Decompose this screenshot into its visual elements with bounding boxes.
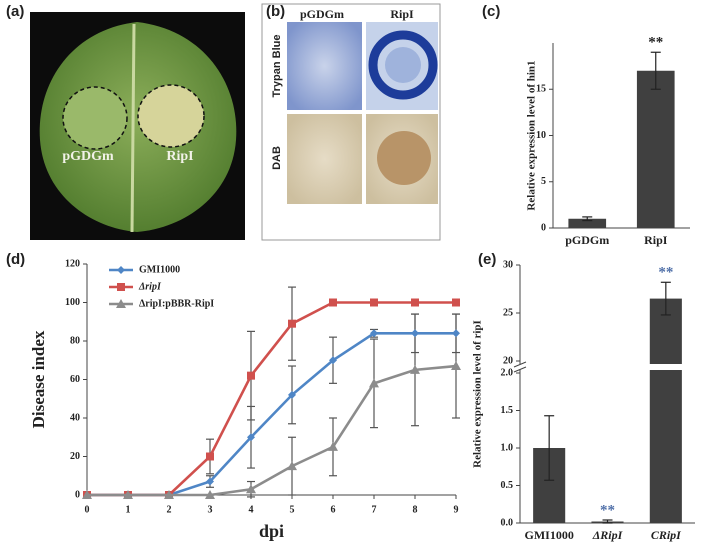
marker: [246, 484, 256, 494]
marker: [206, 477, 214, 486]
marker: [117, 283, 125, 291]
x-tick-label: 5: [290, 504, 295, 515]
x-tick-label: ΔRipI: [592, 528, 624, 542]
axis-break: [512, 364, 695, 370]
series-line: [87, 332, 456, 497]
x-tick-label: RipI: [644, 233, 668, 247]
marker: [452, 329, 460, 338]
marker: [370, 298, 378, 307]
marker: [287, 461, 297, 471]
bar: [568, 218, 607, 228]
series-line: [87, 364, 457, 497]
y-axis-label: Relative expression level of ripI: [472, 320, 484, 468]
marker: [164, 490, 174, 499]
marker: [411, 298, 419, 307]
y-tick-label: 0: [541, 222, 546, 233]
marker: [370, 329, 378, 338]
y-tick-label: 5: [541, 176, 546, 187]
x-tick-label: 3: [208, 504, 213, 515]
y-tick-label: 15: [536, 84, 546, 95]
significance: **: [600, 502, 615, 518]
x-tick-label: GMI1000: [524, 528, 573, 542]
panel-label: (d): [6, 251, 25, 268]
x-tick-label: pGDGm: [565, 233, 609, 247]
photo-label: RipI: [166, 149, 193, 164]
bar: [636, 70, 675, 228]
y-tick-label: 100: [65, 297, 80, 308]
x-tick-label: 8: [413, 504, 418, 515]
marker: [247, 433, 255, 442]
x-tick-label: 2: [167, 504, 172, 515]
y-axis-label: Disease index: [29, 330, 48, 428]
marker: [117, 266, 125, 274]
panel-label: (c): [482, 3, 500, 20]
photo-label: pGDGm: [62, 149, 114, 164]
marker: [123, 490, 133, 499]
column-label: RipI: [390, 7, 414, 21]
marker: [82, 490, 92, 499]
marker: [206, 452, 214, 461]
x-tick-label: 4: [249, 504, 254, 515]
marker: [329, 298, 337, 307]
break-mark: [513, 361, 527, 373]
significance: **: [658, 265, 673, 281]
marker: [410, 364, 420, 374]
y-tick-label: 60: [70, 374, 80, 385]
x-tick-label: 7: [372, 504, 377, 515]
y-tick-label: 0.5: [501, 480, 514, 491]
y-tick-label: 80: [70, 335, 80, 346]
legend-label: ΔripI: [138, 281, 162, 292]
y-tick-label: 120: [65, 258, 80, 269]
y-tick-label: 20: [70, 451, 80, 462]
x-tick-label: 1: [126, 504, 131, 515]
marker: [329, 356, 337, 365]
y-tick-label: 0: [75, 489, 80, 500]
marker: [247, 371, 255, 380]
x-tick-label: 6: [331, 504, 336, 515]
row-label: DAB: [271, 146, 283, 170]
legend-label: ΔripI:pBBR-RipI: [139, 298, 214, 309]
marker: [452, 298, 460, 307]
marker: [451, 361, 461, 371]
y-tick-label: 25: [503, 307, 513, 318]
x-tick-label: 0: [85, 504, 90, 515]
panel-label: (e): [478, 251, 496, 268]
y-axis-label: Relative expression level of hin1: [526, 60, 538, 210]
marker: [116, 299, 126, 308]
y-tick-label: 30: [503, 259, 513, 270]
y-tick-label: 20: [503, 355, 513, 366]
x-axis-label: dpi: [259, 521, 284, 541]
marker: [288, 390, 296, 399]
x-tick-label: 9: [454, 504, 459, 515]
column-label: pGDGm: [300, 7, 344, 21]
stain-photo: pGDGm RipI Trypan Blue DAB: [261, 3, 441, 241]
y-tick-label: 0.0: [501, 517, 514, 528]
marker: [328, 441, 338, 451]
marker: [369, 378, 379, 388]
legend-label: GMI1000: [139, 264, 180, 275]
series-line: [87, 301, 456, 497]
y-tick-label: 2.0: [501, 367, 514, 378]
x-tick-label: CRipI: [651, 528, 682, 542]
significance: **: [648, 35, 663, 51]
y-tick-label: 1.5: [501, 405, 514, 416]
marker: [205, 490, 215, 499]
panel-label: (b): [266, 3, 285, 20]
bar: [649, 298, 682, 523]
panel-label: (a): [6, 3, 24, 20]
row-label: Trypan Blue: [271, 35, 283, 98]
y-tick-label: 1.0: [501, 442, 514, 453]
y-tick-label: 10: [536, 130, 546, 141]
y-tick-label: 40: [70, 412, 80, 423]
leaf-photo: pGDGm RipI: [30, 12, 245, 240]
marker: [411, 329, 419, 338]
marker: [288, 319, 296, 328]
